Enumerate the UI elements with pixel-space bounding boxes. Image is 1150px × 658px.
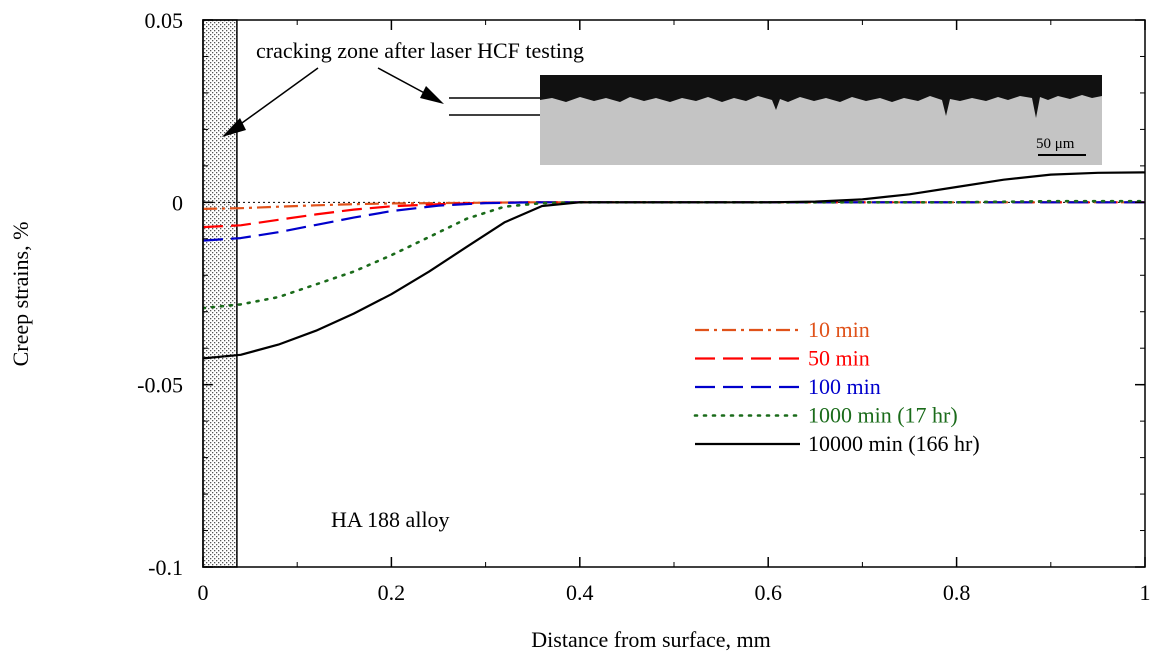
x-tick-label: 1: [1140, 580, 1150, 605]
micrograph-inset: 50 μm: [540, 75, 1102, 165]
series-line-10000-min-166-hr: [203, 171, 1145, 360]
legend-label-10000-min-166-hr: 10000 min (166 hr): [808, 431, 980, 456]
y-tick-label: 0.05: [145, 8, 184, 33]
y-tick-label: -0.1: [148, 555, 183, 580]
x-tick-label: 0.8: [943, 580, 971, 605]
y-tick-label: -0.05: [137, 373, 183, 398]
legend: 10 min 50 min 100 min 1000 min (17 hr) 10000…: [693, 317, 980, 456]
y-axis-label: Creep strains, %: [8, 222, 33, 367]
cracking-zone-annotation: cracking zone after laser HCF testing: [256, 38, 584, 63]
legend-label-1000-min-17-hr: 1000 min (17 hr): [808, 403, 958, 428]
micrograph-crack-surface: [540, 75, 1102, 118]
x-tick-label: 0.4: [566, 580, 594, 605]
annotation-arrows: [222, 67, 540, 137]
x-axis-label: Distance from surface, mm: [531, 627, 770, 652]
legend-label-100-min: 100 min: [808, 374, 881, 399]
alloy-label: HA 188 alloy: [331, 507, 450, 532]
series-line-1000-min-17-hr: [203, 199, 1145, 310]
x-tick-label: 0.2: [378, 580, 406, 605]
legend-label-10-min: 10 min: [808, 317, 870, 342]
y-tick-label: 0: [172, 190, 183, 215]
x-tick-label: 0.6: [754, 580, 782, 605]
series-layer: [203, 171, 1145, 360]
series-line-50-min: [203, 201, 1145, 229]
x-tick-label: 0: [198, 580, 209, 605]
legend-label-50-min: 50 min: [808, 346, 870, 371]
tick-layer: 0 0.2 0.4 0.6 0.8 1 0.05 0 -0.05 -0.1: [137, 8, 1150, 605]
series-line-100-min: [203, 201, 1145, 242]
cracking-zone-band: [202, 19, 238, 568]
micrograph-scale-label: 50 μm: [1036, 136, 1075, 152]
